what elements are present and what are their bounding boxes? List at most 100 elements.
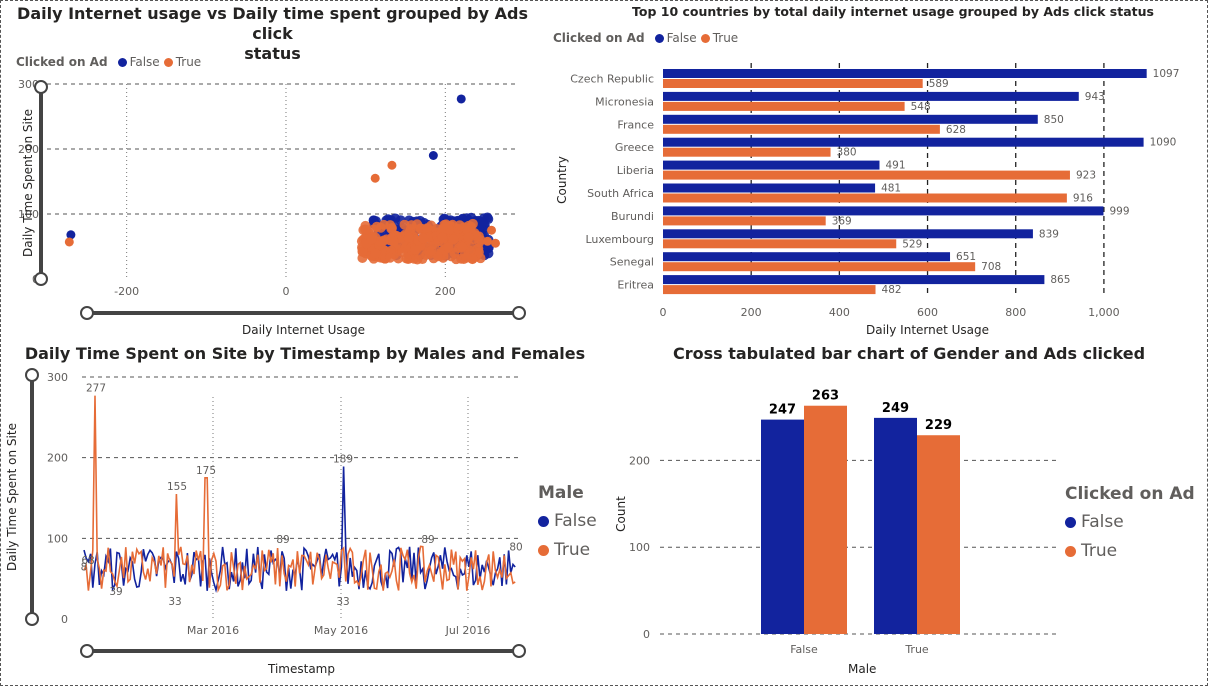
bar-data-label: 839	[1039, 228, 1059, 240]
scatter-visual[interactable]: Daily Internet usage vs Daily time spent…	[0, 0, 540, 340]
scatter-y-slider[interactable]	[34, 80, 48, 286]
scatter-point-true	[357, 246, 368, 257]
line-data-label: 89	[421, 534, 434, 546]
scatter-y-slider-handle-top[interactable]	[34, 80, 48, 94]
scatter-point-true	[387, 160, 397, 170]
scatter-legend-title: Clicked on Ad	[16, 55, 108, 69]
scatter-legend-true[interactable]: True	[175, 55, 202, 69]
country-label: Micronesia	[595, 95, 654, 108]
line-data-label: 155	[167, 481, 187, 493]
gender-column-visual[interactable]: Cross tabulated bar chart of Gender and …	[610, 340, 1208, 686]
scatter-point-true	[443, 242, 454, 253]
scatter-point-true	[457, 241, 468, 252]
scatter-point-false	[66, 230, 76, 240]
bar-false	[663, 160, 880, 170]
line-data-label: 8	[81, 562, 88, 574]
timestamp-line-legend-false[interactable]: False	[538, 511, 597, 531]
timestamp-y-slider[interactable]	[25, 368, 39, 626]
bar-false	[663, 69, 1147, 78]
x-tick-label: Jul 2016	[445, 624, 491, 637]
scatter-point-true	[454, 220, 465, 231]
legend-true-marker	[538, 544, 549, 556]
column-data-label: 229	[925, 418, 952, 433]
gender-column-legend-false-label: False	[1081, 512, 1124, 532]
x-tick-label: 800	[1005, 306, 1026, 319]
bar-data-label: 548	[911, 101, 931, 113]
scatter-point-true	[422, 223, 433, 234]
timestamp-line-legend: Male False True	[538, 483, 597, 569]
x-tick-label: True	[904, 643, 929, 656]
y-tick-label: 200	[18, 143, 39, 156]
scatter-legend-false[interactable]: False	[129, 55, 160, 69]
gender-column-title: Cross tabulated bar chart of Gender and …	[672, 344, 1146, 363]
scatter-point-true	[385, 252, 396, 263]
line-data-label: 175	[196, 465, 216, 477]
bar-data-label: 1090	[1150, 137, 1177, 149]
bar-data-label: 529	[902, 238, 922, 250]
timestamp-line-legend-true[interactable]: True	[538, 540, 597, 560]
x-tick-label: False	[790, 643, 818, 656]
scatter-y-slider-handle-bottom[interactable]	[34, 272, 48, 286]
country-label: Luxembourg	[585, 233, 654, 246]
bar-false	[663, 183, 876, 193]
timestamp-line-y-axis-label: Daily Time Spent on Site	[5, 423, 19, 571]
timestamp-x-slider[interactable]	[80, 644, 526, 658]
gender-column-legend-false[interactable]: False	[1065, 512, 1195, 532]
y-tick-label: 100	[629, 541, 650, 554]
scatter-point-true	[490, 238, 500, 248]
bar-false	[663, 252, 951, 262]
x-tick-label: 400	[829, 306, 850, 319]
legend-false-marker	[117, 57, 127, 67]
gender-column-x-axis-label: Male	[848, 662, 877, 676]
scatter-x-slider-handle-left[interactable]	[80, 306, 94, 320]
timestamp-line-legend-title: Male	[538, 483, 584, 503]
scatter-point-false	[428, 151, 438, 160]
y-tick-label: 200	[629, 454, 650, 467]
bar-data-label: 369	[832, 215, 852, 227]
scatter-point-true	[463, 232, 474, 243]
scatter-title-line1: Daily Internet usage vs Daily time spent…	[17, 4, 528, 43]
country-bar-y-axis-label: Country	[554, 156, 569, 204]
bar-true	[663, 124, 940, 134]
bar-true	[663, 285, 876, 295]
legend-true-marker	[700, 33, 710, 43]
x-tick-label: 1,000	[1088, 306, 1120, 319]
bar-data-label: 1097	[1153, 68, 1180, 80]
y-tick-label: 100	[18, 208, 39, 221]
scatter-point-true	[418, 233, 429, 244]
y-tick-label: 300	[47, 371, 68, 384]
scatter-point-true	[370, 173, 380, 183]
legend-true-marker	[163, 57, 173, 67]
line-data-label: 39	[109, 586, 122, 598]
line-data-label: 68	[81, 555, 94, 567]
gender-column-y-axis-label: Count	[613, 496, 628, 532]
country-bar-legend-true[interactable]: True	[712, 31, 739, 45]
country-label: France	[617, 118, 654, 131]
timestamp-y-slider-handle-bottom[interactable]	[25, 612, 39, 626]
legend-false-marker	[1065, 516, 1076, 528]
gender-column-legend-true[interactable]: True	[1065, 541, 1195, 561]
scatter-point-true	[370, 248, 381, 259]
scatter-x-slider[interactable]	[80, 306, 526, 320]
timestamp-x-slider-handle-left[interactable]	[80, 644, 94, 658]
gender-column-plot: 0 100 200 247 263 False 249 229 True	[629, 389, 1060, 656]
bar-true	[663, 147, 831, 157]
bar-true	[663, 101, 905, 111]
timestamp-line-visual[interactable]: Daily Time Spent on Site by Timestamp by…	[0, 340, 610, 686]
timestamp-y-slider-handle-top[interactable]	[25, 368, 39, 382]
country-bar-title: Top 10 countries by total daily internet…	[632, 4, 1154, 19]
scatter-point-true	[473, 247, 484, 258]
gender-column-legend: Clicked on Ad False True	[1065, 484, 1195, 570]
scatter-x-slider-handle-right[interactable]	[512, 306, 526, 320]
line-data-label: 33	[336, 596, 349, 608]
bar-data-label: 628	[946, 124, 966, 136]
scatter-point-true	[461, 252, 472, 263]
legend-false-marker	[538, 515, 549, 527]
scatter-point-false	[477, 217, 488, 228]
country-bar-legend-false[interactable]: False	[666, 31, 697, 45]
country-bar-visual[interactable]: Top 10 countries by total daily internet…	[548, 0, 1208, 340]
x-tick-label: 0	[282, 285, 289, 298]
column-true	[917, 435, 960, 634]
line-data-label: 189	[333, 454, 353, 466]
timestamp-x-slider-handle-right[interactable]	[512, 644, 526, 658]
